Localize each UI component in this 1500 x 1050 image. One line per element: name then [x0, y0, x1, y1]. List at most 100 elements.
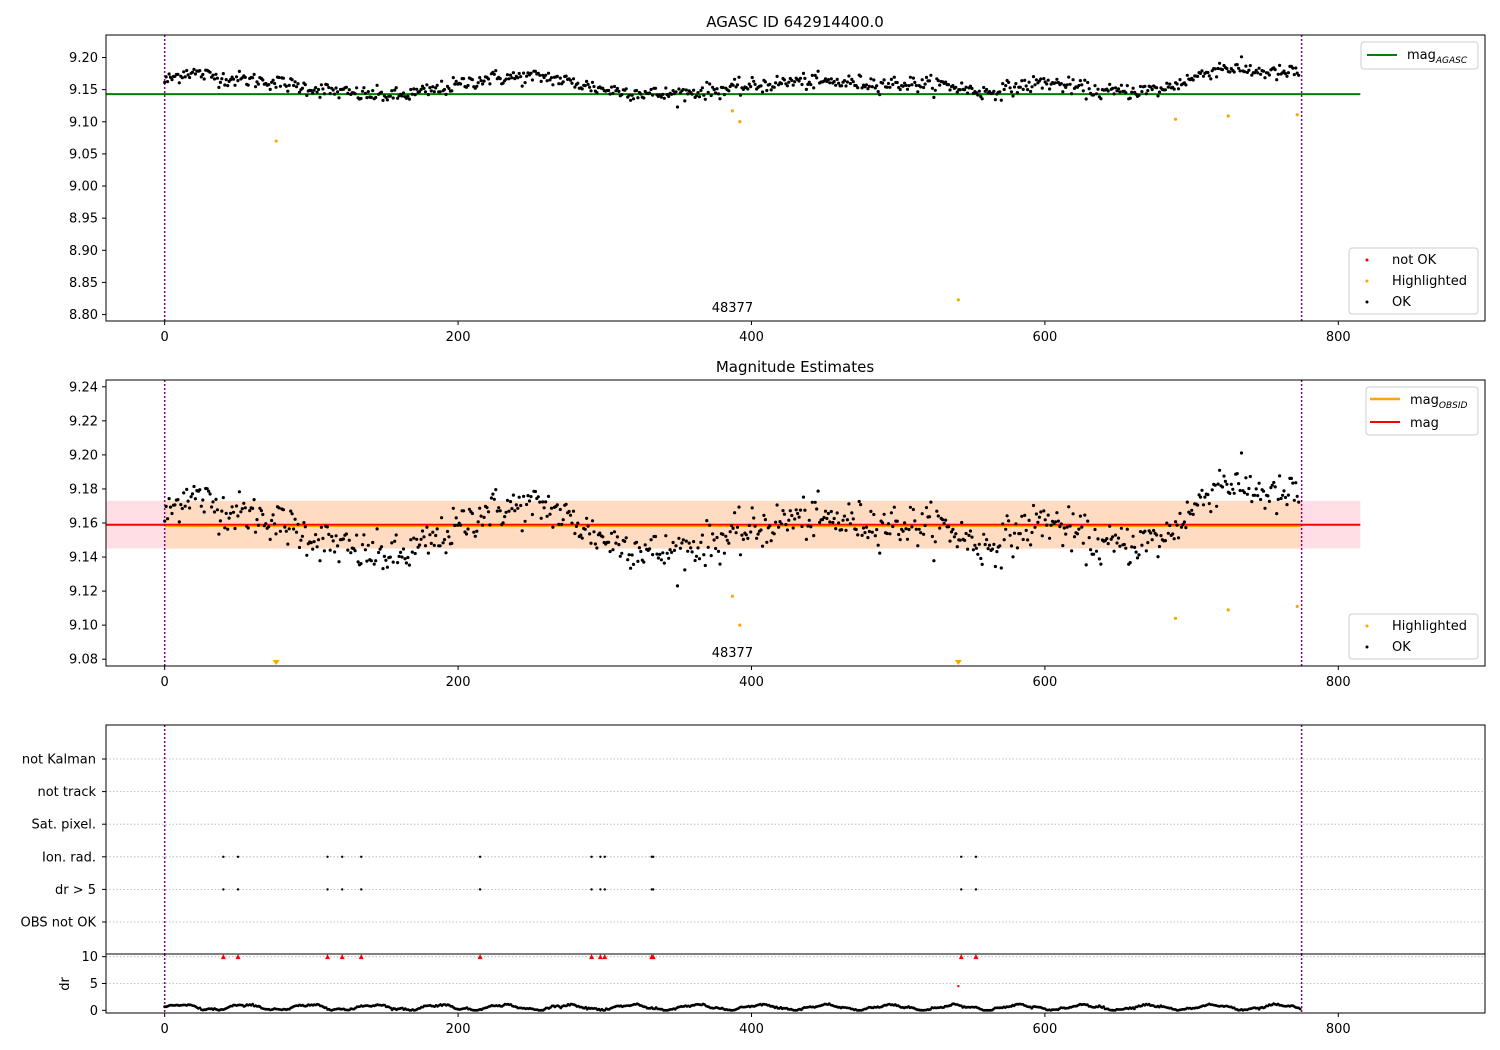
ok-point: [287, 83, 291, 87]
ok-point: [929, 500, 933, 504]
ok-point: [199, 504, 203, 508]
ok-point: [985, 538, 989, 542]
ok-point: [1020, 79, 1024, 83]
ok-point: [1062, 83, 1066, 87]
ok-point: [492, 497, 496, 501]
ok-point: [1055, 511, 1059, 515]
ok-point: [734, 531, 738, 535]
ok-point: [653, 86, 658, 90]
ok-point: [561, 80, 565, 84]
flag-point: [478, 888, 482, 891]
ok-point: [903, 521, 907, 525]
ok-point: [363, 548, 367, 552]
dr-clipped-marker: [220, 954, 226, 960]
ok-point: [163, 80, 167, 85]
ok-point: [1031, 503, 1036, 508]
ok-point: [538, 73, 542, 77]
ok-point: [1261, 69, 1266, 73]
ok-point: [677, 87, 681, 91]
ok-point: [1207, 502, 1211, 506]
ok-point: [750, 75, 754, 80]
ok-point: [384, 95, 388, 99]
ok-point: [1140, 543, 1144, 547]
ok-point: [571, 509, 576, 513]
ok-point: [1292, 498, 1296, 502]
ok-point: [648, 91, 652, 95]
ok-point: [1253, 493, 1257, 497]
ok-point: [1009, 90, 1014, 94]
ok-point: [993, 564, 998, 569]
ok-point: [612, 84, 617, 89]
ok-point: [608, 92, 612, 96]
ok-point: [1118, 90, 1122, 94]
ok-point: [168, 505, 173, 509]
ok-point: [585, 79, 589, 83]
ok-point: [970, 535, 974, 539]
ok-point: [979, 556, 983, 561]
ok-point: [924, 506, 929, 510]
ok-point: [1046, 78, 1050, 82]
ok-point: [803, 508, 807, 512]
ok-point: [356, 560, 360, 564]
ok-point: [503, 515, 507, 519]
ok-point: [916, 90, 920, 94]
ok-point: [220, 77, 224, 81]
ok-point: [1130, 545, 1134, 549]
ok-point: [274, 85, 278, 89]
ok-point: [284, 84, 288, 88]
ok-point: [630, 553, 634, 557]
ok-point: [617, 543, 621, 547]
ok-point: [678, 546, 683, 550]
ok-point: [1143, 84, 1147, 88]
ok-point: [270, 518, 274, 523]
ok-point: [954, 532, 958, 536]
ok-point: [520, 84, 524, 88]
ok-point: [273, 522, 277, 526]
ok-point: [267, 83, 271, 87]
flag-point: [960, 855, 963, 858]
panel-mag-estimates-legend-points: Highlighted OK: [1348, 613, 1479, 660]
ok-point: [1282, 69, 1286, 73]
ok-point: [881, 81, 885, 85]
ok-point: [328, 91, 332, 96]
ok-point: [818, 520, 822, 525]
ok-point: [1242, 70, 1247, 74]
ok-point: [1011, 94, 1015, 98]
ok-point: [683, 99, 687, 103]
ok-point: [546, 494, 551, 498]
ok-point: [1157, 90, 1162, 94]
ok-point: [777, 525, 781, 529]
p4-xtick-label-600: 600: [1032, 1022, 1057, 1037]
ok-point: [859, 503, 863, 507]
ok-point: [522, 71, 526, 75]
dr-clipped-marker: [589, 954, 595, 960]
ok-point: [860, 86, 864, 90]
ok-point: [240, 507, 244, 511]
ok-point: [705, 519, 709, 523]
ok-point: [1078, 79, 1082, 83]
ok-point: [1176, 87, 1181, 91]
ok-point: [1198, 71, 1203, 75]
panel-agasc-obsid-label: 48377: [712, 301, 753, 316]
ok-point: [315, 90, 319, 94]
ok-point: [929, 73, 933, 77]
ok-point: [867, 529, 872, 534]
ok-point: [435, 527, 439, 531]
flag-point: [590, 888, 593, 891]
ok-point: [186, 73, 190, 77]
panel-agasc-title: AGASC ID 642914400.0: [706, 13, 884, 31]
ok-point: [1182, 520, 1186, 524]
ok-point: [333, 92, 337, 96]
ok-point: [768, 524, 772, 528]
ok-point: [517, 495, 521, 499]
ok-point: [1229, 482, 1233, 486]
ok-point: [442, 538, 447, 542]
ok-point: [514, 503, 518, 507]
ok-point: [498, 509, 502, 513]
ok-point: [1040, 534, 1044, 538]
ok-point: [800, 524, 804, 529]
ok-point: [1078, 514, 1082, 518]
ok-point: [889, 77, 894, 81]
ok-point: [886, 81, 891, 86]
